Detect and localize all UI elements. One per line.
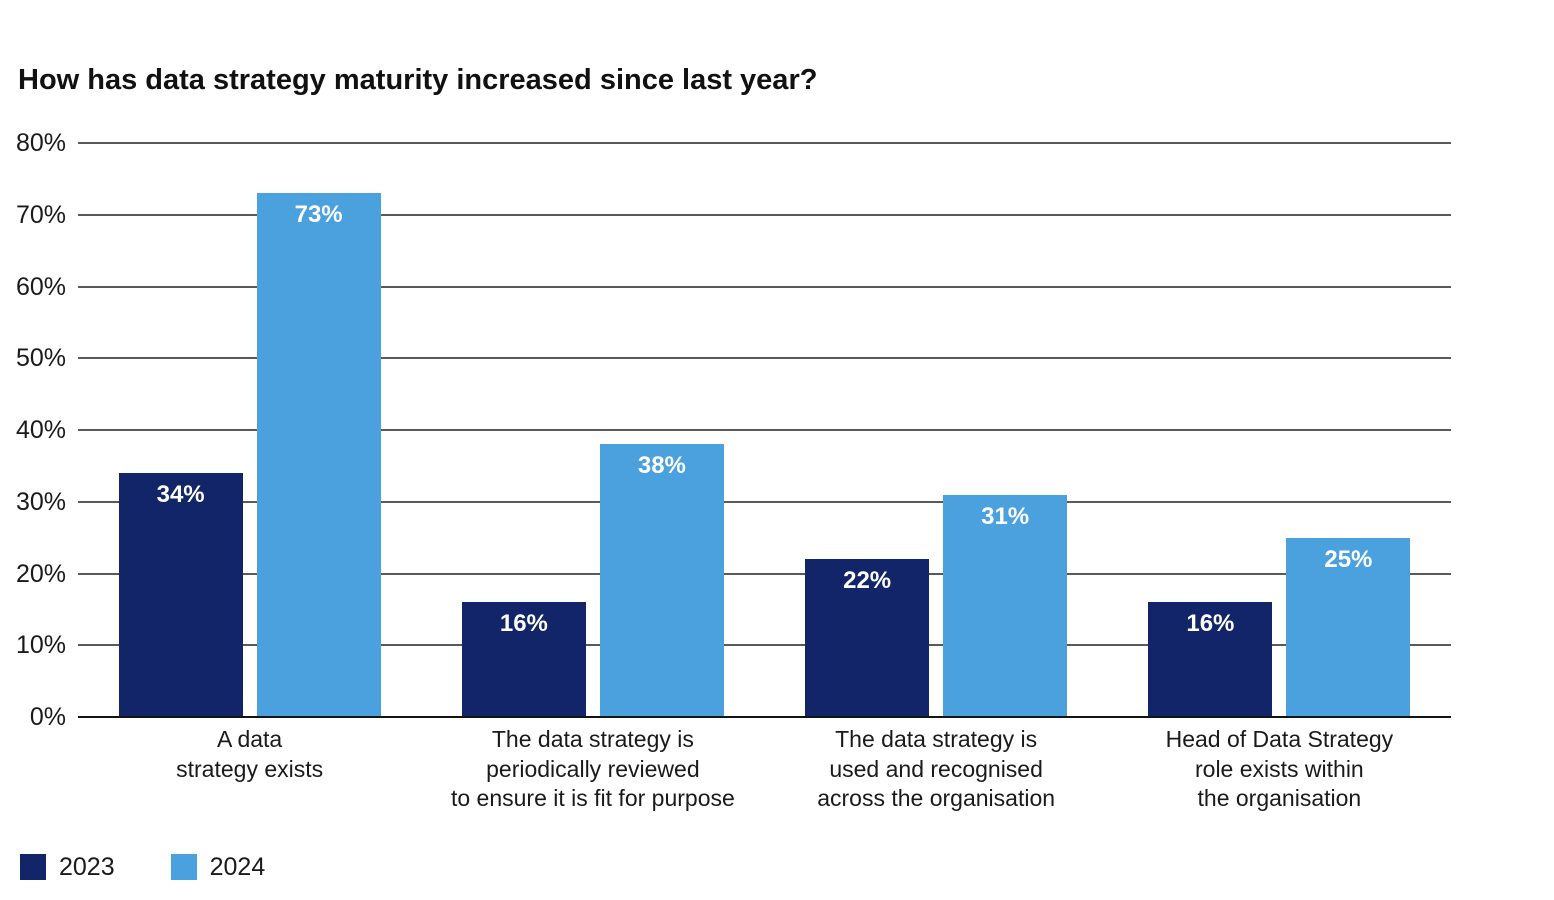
x-category-label-line: A data [217, 726, 283, 752]
gridline-40 [78, 429, 1451, 431]
bar-2023-category-1: 34% [118, 473, 243, 717]
bar-value-label: 31% [981, 502, 1030, 530]
bar-value-label: 34% [156, 481, 205, 509]
bar-2023-category-2: 16% [461, 602, 586, 717]
y-tick-label-70: 70% [15, 200, 66, 229]
y-tick-label-10: 10% [15, 631, 66, 660]
bar-value-label: 16% [499, 610, 548, 638]
y-tick-label-40: 40% [15, 416, 66, 444]
gridline-70 [78, 213, 1451, 216]
x-category-label-line: across the organisation [817, 785, 1056, 811]
bar-value-label: 22% [843, 567, 892, 595]
legend-swatch-2024 [170, 854, 197, 880]
x-category-label-line: The data strategy is [491, 726, 694, 752]
legend-label: 2023 [59, 852, 115, 881]
y-tick-label-0: 0% [29, 703, 66, 731]
x-category-label-line: The data strategy is [835, 726, 1038, 752]
legend-swatch-2023 [20, 854, 46, 880]
x-axis-line [78, 716, 1451, 718]
x-category-label-line: strategy exists [176, 755, 324, 782]
bar-value-label: 25% [1324, 545, 1373, 573]
y-tick-label-20: 20% [15, 559, 66, 588]
gridline-80 [78, 142, 1451, 144]
legend-label: 2024 [209, 852, 266, 881]
x-category-label-line: used and recognised [829, 755, 1043, 782]
gridline-20 [78, 572, 1451, 575]
x-category-label-line: Head of Data Strategy [1165, 726, 1394, 752]
y-tick-label-30: 30% [15, 487, 66, 516]
chart-title: How has data strategy maturity increased… [18, 64, 818, 96]
y-tick-label-80: 80% [15, 129, 66, 157]
bar-2024-category-2: 38% [599, 444, 724, 717]
legend-item-2024: 2024 [170, 852, 266, 882]
plot-area: 34% 73% 16% 38% 22% 31% 16% 25% [78, 142, 1451, 718]
bar-2024-category-1: 73% [256, 193, 381, 717]
gridline-30 [78, 500, 1451, 503]
x-category-label-line: role exists within [1195, 755, 1364, 782]
x-category-label-line: the organisation [1197, 785, 1362, 811]
x-category-label-line: periodically reviewed [486, 755, 700, 782]
legend-item-2023: 2023 [20, 853, 115, 882]
x-category-label-1: A data strategy exists [60, 725, 440, 784]
x-category-label-2: The data strategy is periodically reviewe… [403, 725, 783, 814]
bar-2023-category-3: 22% [805, 559, 930, 717]
x-category-label-4: Head of Data Strategy role exists within t… [1089, 725, 1469, 814]
bar-value-label: 73% [294, 201, 343, 229]
x-category-label-line: to ensure it is fit for purpose [450, 785, 735, 811]
bar-value-label: 16% [1186, 610, 1235, 638]
bar-2024-category-4: 25% [1286, 537, 1411, 717]
gridline-10 [78, 644, 1451, 647]
y-tick-label-50: 50% [15, 344, 66, 373]
legend: 2023 2024 [20, 853, 321, 881]
x-category-label-3: The data strategy is used and recognised a… [746, 725, 1126, 814]
bar-2023-category-4: 16% [1148, 602, 1273, 717]
gridline-50 [78, 357, 1451, 360]
bar-value-label: 38% [637, 452, 686, 480]
y-tick-label-60: 60% [15, 272, 66, 301]
bar-2024-category-3: 31% [943, 494, 1068, 717]
gridline-60 [78, 285, 1451, 288]
